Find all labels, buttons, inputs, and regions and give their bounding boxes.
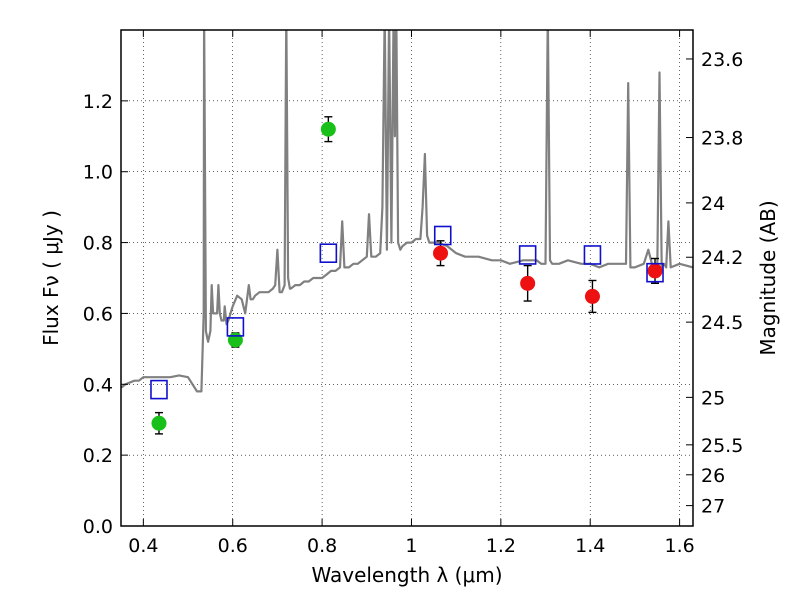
right-axis-label: Magnitude (AB) [756, 200, 780, 355]
x-tick-label: 1.2 [486, 535, 516, 557]
x-tick-label: 1 [405, 535, 417, 557]
plot-background [121, 30, 693, 526]
red-point [584, 288, 600, 304]
data-markers [150, 116, 664, 435]
right-tick-label: 25 [701, 387, 725, 409]
red-point [520, 275, 536, 291]
x-tick-label: 1.6 [664, 535, 694, 557]
green-point [320, 121, 336, 137]
y-tick-label: 0.0 [83, 516, 113, 538]
x-tick-label: 0.4 [128, 535, 158, 557]
y-tick-label: 0.4 [83, 374, 113, 396]
x-tick-label: 0.6 [218, 535, 248, 557]
spectrum-line [121, 30, 693, 393]
model-square [646, 262, 664, 283]
x-axis-label: Wavelength λ (μm) [311, 563, 502, 587]
y-tick-label: 0.8 [83, 233, 113, 255]
y-axis-label: Flux Fν ( μJy ) [39, 210, 63, 346]
x-tick-label: 0.8 [307, 535, 337, 557]
right-tick-label: 24.5 [701, 312, 743, 334]
y-tick-label: 0.6 [83, 303, 113, 325]
green-point [227, 332, 243, 348]
model-square [150, 379, 168, 400]
y-tick-label: 1.0 [83, 162, 113, 184]
model-square [583, 245, 602, 265]
model-square [226, 317, 245, 337]
green-point [151, 415, 167, 431]
spectrum [121, 30, 693, 393]
right-tick-label: 24.2 [701, 247, 743, 269]
right-tick-label: 23.8 [701, 128, 743, 150]
x-tick-label: 1.4 [575, 535, 605, 557]
right-tick-label: 23.6 [701, 49, 743, 71]
right-tick-label: 26 [701, 465, 725, 487]
model-square [518, 245, 537, 265]
y-tick-label: 1.2 [83, 91, 113, 113]
y-tick-label: 0.2 [83, 445, 113, 467]
plot-frame [120, 29, 694, 527]
model-square [319, 243, 338, 263]
right-tick-label: 27 [701, 496, 725, 518]
red-point [433, 245, 449, 261]
right-tick-label: 25.5 [701, 435, 743, 457]
right-tick-label: 24 [701, 193, 725, 215]
red-point [647, 263, 663, 279]
axis-ticks: 0.4 0.6 0.8 1 1.2 1.4 1.6 0.0 0.2 0.4 0.6 0.8 1.0 1.2… [83, 30, 743, 557]
model-square [433, 225, 452, 246]
